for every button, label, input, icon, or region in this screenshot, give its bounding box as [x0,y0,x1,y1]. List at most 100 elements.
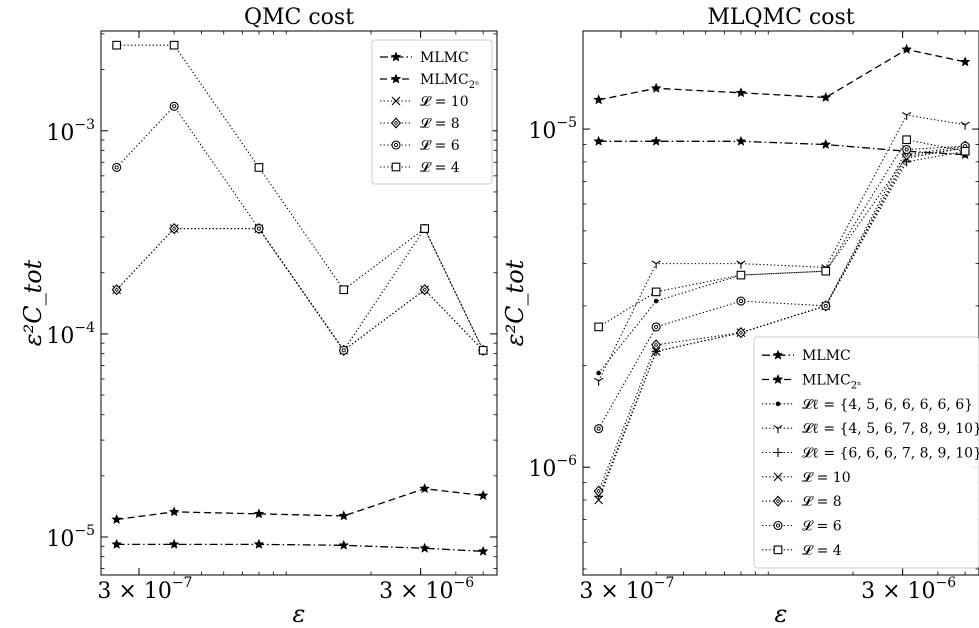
legend-marker [390,73,402,84]
data-point [651,287,661,297]
series-2 [593,43,971,105]
data-point [650,82,662,93]
legend-marker [773,448,783,457]
data-point [594,322,603,332]
data-point [821,301,831,311]
legend-label: 𝓛ℓ = {4, 5, 6, 7, 8, 9, 10} [802,421,979,437]
data-point [593,135,604,146]
data-point [735,135,747,146]
legend-item: MLMC2ⁿ [762,373,861,392]
series-line [598,145,966,429]
series-4 [594,112,970,386]
legend-marker [391,162,401,172]
data-point [169,222,180,235]
data-point [820,91,831,102]
legend-marker [775,401,781,407]
legend-label: 𝓛 = 4 [420,160,460,176]
data-point [419,542,430,553]
series-line [598,139,966,328]
series-8 [594,141,970,434]
legend-item: MLMC [762,348,851,364]
legend: MLMC MLMC2ⁿ 𝓛 = 10 𝓛 = 8 𝓛 = 6 𝓛 = 4 [371,39,493,185]
data-point [735,87,747,98]
legend-box [371,39,493,185]
data-point [478,345,488,355]
legend-marker [391,96,401,106]
y-axis-label: ε²C_tot [19,259,47,346]
data-point [419,483,430,494]
series-line [598,147,966,374]
plot-frame [100,30,498,576]
legend-item: MLMC [380,50,469,66]
data-point [168,538,180,549]
x-axis-label: ε [293,600,306,628]
x-tick-label: 3 × 10−7 [97,575,192,604]
legend-label: 𝓛 = 6 [420,138,460,154]
legend-marker [773,472,783,482]
data-point [111,284,122,296]
data-point [254,224,264,234]
legend-label: MLMC [420,50,469,66]
y-tick-label: 10−4 [46,320,95,349]
legend-item: 𝓛 = 4 [380,160,460,176]
data-point [736,260,746,269]
data-point [594,377,604,386]
data-point [169,40,179,50]
legend-label: MLMC [802,348,851,364]
legend-label: MLMC2ⁿ [420,72,479,91]
data-point [169,101,179,111]
data-point [820,139,831,149]
legend-marker [772,374,784,384]
data-point [420,224,430,233]
data-point [653,298,659,304]
series-2 [111,483,489,524]
chart-title: QMC cost [244,5,354,30]
series-line [598,48,966,101]
y-tick-label: 10−6 [528,453,577,482]
legend-item: 𝓛 = 4 [762,543,842,559]
data-point [651,347,661,356]
legend-marker [773,520,783,531]
legend-item: MLMC2ⁿ [380,72,479,91]
legend-label: 𝓛 = 10 [802,470,851,486]
data-point [902,144,912,155]
data-point [960,146,970,156]
x-tick-label: 3 × 10−6 [379,575,474,604]
data-point [651,339,662,351]
series-line [598,140,966,156]
y-tick-label: 10−5 [46,523,95,552]
legend: MLMC MLMC2ⁿ 𝓛ℓ = {4, 5, 6, 6, 6, 6, 6} 𝓛ℓ =… [753,336,979,569]
data-point [594,495,604,505]
data-point [338,539,349,550]
data-point [111,538,122,549]
legend-label: 𝓛 = 8 [420,116,460,132]
data-point [593,485,604,497]
legend-label: 𝓛 = 10 [420,94,469,110]
legend-item: 𝓛 = 8 [380,116,460,132]
y-tick-label: 10−3 [46,117,95,146]
data-point [339,345,349,355]
y-axis-label: ε²C_tot [501,259,529,346]
data-point [112,162,122,172]
data-point [736,296,746,306]
x-tick-label: 3 × 10−7 [579,575,674,604]
legend-label: 𝓛ℓ = {4, 5, 6, 6, 6, 6, 6} [802,397,973,413]
data-point [651,322,661,332]
data-point [650,135,662,146]
legend-item: 𝓛 = 10 [380,94,469,110]
data-point [959,56,971,67]
data-point [338,510,349,521]
plot-frame [582,30,979,576]
legend-item: 𝓛 = 6 [762,519,842,535]
data-point [736,270,746,280]
data-point [168,506,180,517]
legend-label: MLMC2ⁿ [802,373,861,392]
legend-marker [772,495,784,507]
data-point [477,490,489,500]
legend-label: 𝓛 = 8 [802,494,842,510]
data-point [901,43,912,54]
legend-label: 𝓛 = 6 [802,519,842,535]
series-3 [112,224,488,355]
legend-marker [773,425,783,434]
data-point [821,266,831,276]
